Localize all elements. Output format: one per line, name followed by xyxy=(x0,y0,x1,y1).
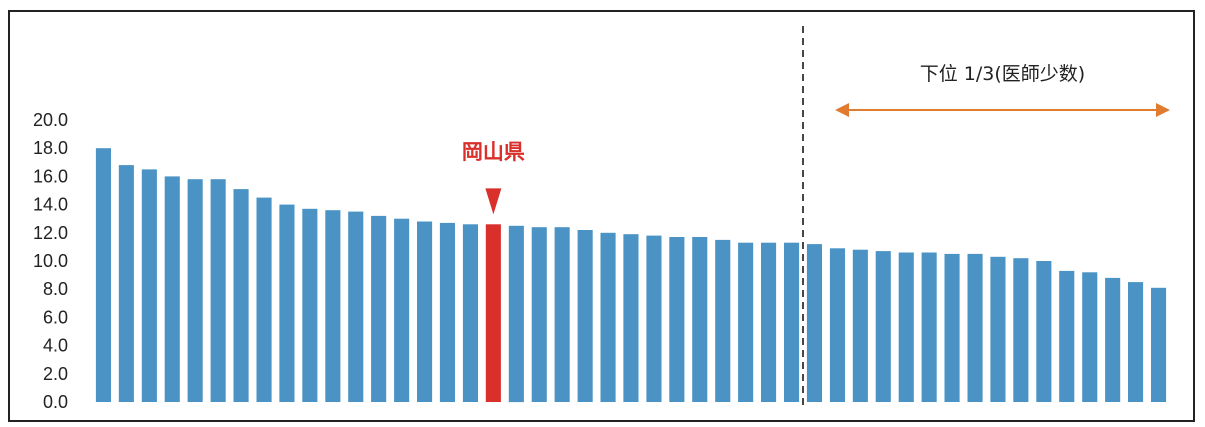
bar xyxy=(554,227,570,402)
bar xyxy=(669,237,685,402)
bar xyxy=(875,251,891,402)
bar xyxy=(439,222,455,402)
bar xyxy=(577,230,593,402)
bar xyxy=(95,148,111,402)
y-tick-label: 18.0 xyxy=(33,138,68,158)
y-tick-label: 2.0 xyxy=(43,364,68,384)
bar xyxy=(256,197,272,402)
bar xyxy=(325,210,341,402)
bar xyxy=(279,204,295,402)
bar xyxy=(692,237,708,402)
bar xyxy=(508,225,524,403)
y-tick-label: 16.0 xyxy=(33,166,68,186)
bar xyxy=(1082,272,1098,402)
highlight-label: 岡山県 xyxy=(462,140,525,164)
bar xyxy=(1151,287,1167,402)
bar xyxy=(646,235,662,402)
bar xyxy=(1013,258,1029,402)
bar xyxy=(623,234,639,402)
bar xyxy=(531,227,547,402)
y-tick-label: 20.0 xyxy=(33,110,68,130)
bar xyxy=(1128,282,1144,402)
bar-chart: 0.02.04.06.08.010.012.014.016.018.020.0 … xyxy=(33,26,1170,412)
bar xyxy=(784,242,800,402)
bar xyxy=(944,253,960,402)
bar xyxy=(141,169,157,402)
y-tick-label: 6.0 xyxy=(43,307,68,327)
bar xyxy=(187,179,203,402)
bar xyxy=(1036,261,1052,402)
y-tick-label: 0.0 xyxy=(43,392,68,412)
bar xyxy=(348,211,364,402)
bar xyxy=(233,189,249,402)
bar xyxy=(738,242,754,402)
bar xyxy=(967,253,983,402)
double-arrow-icon xyxy=(835,103,1170,117)
bar xyxy=(761,242,777,402)
bar xyxy=(302,208,318,402)
highlight-marker-icon xyxy=(485,188,502,215)
chart-frame: 0.0 2.0 4.0 6.0 8.0 10.0 12.0 14.0 16.0 18.0 20.0 … xyxy=(8,10,1195,422)
y-tick-label: 14.0 xyxy=(33,195,68,215)
bar xyxy=(462,224,478,402)
bar xyxy=(600,232,616,402)
bar xyxy=(990,256,1006,402)
bar xyxy=(118,165,134,402)
y-tick-label: 8.0 xyxy=(43,279,68,299)
highlight-bar xyxy=(485,224,501,402)
y-tick-label: 10.0 xyxy=(33,251,68,271)
bar xyxy=(164,176,180,402)
bar xyxy=(417,221,433,402)
bar xyxy=(1105,277,1121,402)
bar xyxy=(852,249,868,402)
bar xyxy=(394,218,410,402)
bar xyxy=(806,244,822,402)
bar xyxy=(1059,270,1075,402)
bar xyxy=(715,239,731,402)
y-tick-label: 12.0 xyxy=(33,223,68,243)
bracket-label: 下位 1/3(医師少数) xyxy=(920,63,1085,85)
bar xyxy=(371,215,387,402)
y-tick-label: 4.0 xyxy=(43,336,68,356)
bar xyxy=(210,179,226,402)
bar xyxy=(829,248,845,402)
bar xyxy=(898,252,914,402)
bar xyxy=(921,252,937,402)
